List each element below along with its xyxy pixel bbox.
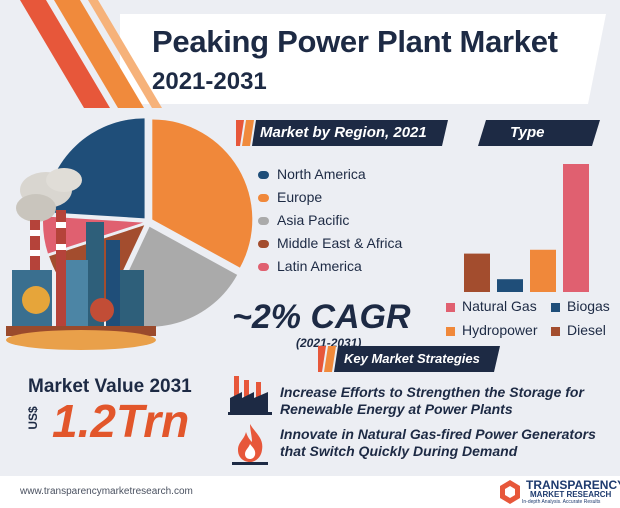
strategies-label-band <box>318 346 500 372</box>
legend-item: Latin America <box>258 258 362 274</box>
legend-item: Asia Pacific <box>258 212 349 228</box>
header-stripe <box>88 0 162 108</box>
market-value-amount: 1.2Trn <box>52 395 190 447</box>
bar-biogas <box>497 279 523 292</box>
legend-swatch <box>258 240 269 249</box>
legend-label: Natural Gas <box>462 298 537 314</box>
region-section-label: Market by Region, 2021 <box>260 124 427 141</box>
legend-item: Middle East & Africa <box>258 235 402 251</box>
legend-label: Asia Pacific <box>277 212 350 228</box>
legend-label: Biogas <box>567 298 610 314</box>
bar-natural-gas <box>563 164 589 292</box>
strategy-item: Increase Efforts to Strengthen the Stora… <box>280 384 584 417</box>
cagr-value: ~2% CAGR <box>232 298 411 336</box>
type-label-band <box>478 120 600 146</box>
legend-label: Latin America <box>277 258 362 274</box>
legend-swatch <box>258 217 269 226</box>
legend-label: Middle East & Africa <box>277 235 403 251</box>
legend-item: Natural Gas <box>446 298 537 314</box>
strategies-section-label: Key Market Strategies <box>344 351 480 366</box>
page-subtitle: 2021-2031 <box>152 68 267 95</box>
legend-swatch <box>551 326 560 336</box>
legend-item: Hydropower <box>446 322 537 338</box>
legend-item: North America <box>258 166 366 182</box>
legend-label: Europe <box>277 189 323 205</box>
brand-logo-icon <box>500 480 520 504</box>
header-stripe <box>54 0 144 108</box>
legend-swatch <box>551 302 560 312</box>
pie-slice-europe <box>152 119 253 268</box>
legend-swatch <box>258 194 269 203</box>
legend-item: Europe <box>258 189 322 205</box>
strategy-item: Innovate in Natural Gas-fired Power Gene… <box>280 426 596 459</box>
factory-illustration <box>6 168 156 350</box>
legend-item: Diesel <box>551 322 606 338</box>
legend-label: North America <box>277 166 366 182</box>
legend-swatch <box>258 171 269 180</box>
page-title: Peaking Power Plant Market <box>152 24 558 59</box>
legend-label: Hydropower <box>462 322 538 338</box>
bar-hydropower <box>530 249 556 292</box>
footer-url[interactable]: www.transparencymarketresearch.com <box>20 486 193 497</box>
header-banner <box>0 0 620 108</box>
legend-swatch <box>446 302 455 312</box>
brand-name: TRANSPARENCY <box>526 478 620 492</box>
type-section-label: Type <box>510 124 545 141</box>
header-stripe <box>20 0 110 108</box>
region-label-band <box>236 120 448 146</box>
brand-name-line2: MARKET RESEARCH <box>530 490 612 499</box>
market-value-currency: US$ <box>26 406 40 430</box>
factory-icon <box>228 376 272 415</box>
brand-tagline: In-depth Analysis. Accurate Results <box>522 499 601 505</box>
legend-label: Diesel <box>567 322 606 338</box>
legend-swatch <box>258 263 269 272</box>
flame-icon <box>232 424 268 465</box>
legend-swatch <box>446 326 455 336</box>
legend-item: Biogas <box>551 298 610 314</box>
bar-diesel <box>464 253 490 292</box>
market-value-label: Market Value 2031 <box>28 376 192 397</box>
